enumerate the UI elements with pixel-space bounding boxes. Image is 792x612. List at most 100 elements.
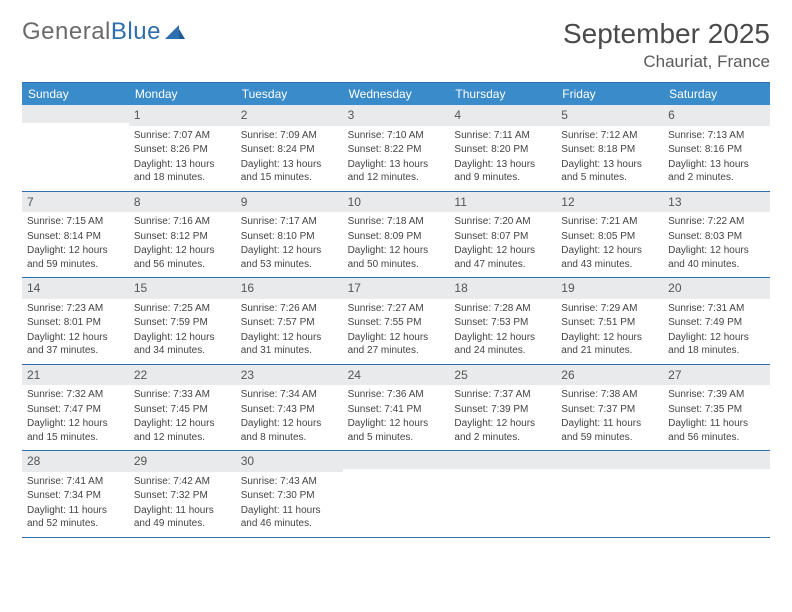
sunrise-text: Sunrise: 7:33 AM [134,388,231,402]
day-cell: 4Sunrise: 7:11 AMSunset: 8:20 PMDaylight… [449,105,556,191]
day-number: 2 [241,108,248,122]
day-number: 30 [241,454,254,468]
day-cell: 20 Sunrise: 7:31 AMSunset: 7:49 PMDayligh… [663,278,770,364]
sunrise-text: Sunrise: 7:13 AM [668,129,765,143]
day-cell: 2Sunrise: 7:09 AMSunset: 8:24 PMDaylight… [236,105,343,191]
daylight-text: Daylight: 12 hours and 21 minutes. [561,331,658,358]
sunset-text: Sunset: 7:47 PM [27,403,124,417]
day-number-row: 15 [129,278,236,299]
title-block: September 2025 Chauriat, France [563,18,770,72]
day-number: 17 [348,281,361,295]
day-number: 29 [134,454,147,468]
day-number: 3 [348,108,355,122]
day-cell [449,451,556,537]
weekday-wednesday: Wednesday [343,83,450,105]
day-number: 27 [668,368,681,382]
day-cell [343,451,450,537]
day-cell: 22Sunrise: 7:33 AMSunset: 7:45 PMDayligh… [129,365,236,451]
topbar: GeneralBlue September 2025 Chauriat, Fra… [22,18,770,72]
sunrise-text: Sunrise: 7:11 AM [454,129,551,143]
day-number-row [663,451,770,469]
day-number-row [449,451,556,469]
day-cell: 27Sunrise: 7:39 AMSunset: 7:35 PMDayligh… [663,365,770,451]
day-number-row: 18 [449,278,556,299]
daylight-text: Daylight: 12 hours and 53 minutes. [241,244,338,271]
day-cell: 17Sunrise: 7:27 AMSunset: 7:55 PMDayligh… [343,278,450,364]
sunset-text: Sunset: 8:10 PM [241,230,338,244]
sunset-text: Sunset: 7:41 PM [348,403,445,417]
weekday-sunday: Sunday [22,83,129,105]
day-cell [663,451,770,537]
brand-text: GeneralBlue [22,18,161,46]
day-number: 7 [27,195,34,209]
sunset-text: Sunset: 8:16 PM [668,143,765,157]
day-number-row: 1 [129,105,236,126]
brand-part2: Blue [111,18,161,45]
daylight-text: Daylight: 11 hours and 46 minutes. [241,504,338,531]
day-number-row: 11 [449,192,556,213]
sunrise-text: Sunrise: 7:38 AM [561,388,658,402]
day-number: 8 [134,195,141,209]
sunrise-text: Sunrise: 7:41 AM [27,475,124,489]
daylight-text: Daylight: 12 hours and 2 minutes. [454,417,551,444]
sunrise-text: Sunrise: 7:21 AM [561,215,658,229]
day-cell: 1Sunrise: 7:07 AMSunset: 8:26 PMDaylight… [129,105,236,191]
daylight-text: Daylight: 13 hours and 9 minutes. [454,158,551,185]
sunrise-text: Sunrise: 7:10 AM [348,129,445,143]
daylight-text: Daylight: 11 hours and 49 minutes. [134,504,231,531]
sunset-text: Sunset: 8:24 PM [241,143,338,157]
day-number: 18 [454,281,467,295]
day-number-row [343,451,450,469]
day-number-row: 21 [22,365,129,386]
sunset-text: Sunset: 7:49 PM [668,316,765,330]
sunset-text: Sunset: 7:57 PM [241,316,338,330]
day-number: 15 [134,281,147,295]
sunrise-text: Sunrise: 7:36 AM [348,388,445,402]
sunset-text: Sunset: 8:26 PM [134,143,231,157]
day-number: 16 [241,281,254,295]
day-number: 20 [668,281,681,295]
daylight-text: Daylight: 12 hours and 12 minutes. [134,417,231,444]
daylight-text: Daylight: 13 hours and 5 minutes. [561,158,658,185]
day-cell: 6Sunrise: 7:13 AMSunset: 8:16 PMDaylight… [663,105,770,191]
daylight-text: Daylight: 12 hours and 24 minutes. [454,331,551,358]
sunset-text: Sunset: 8:07 PM [454,230,551,244]
day-cell: 11Sunrise: 7:20 AMSunset: 8:07 PMDayligh… [449,192,556,278]
day-number-row: 19 [556,278,663,299]
day-cell [22,105,129,191]
weekday-header: Sunday Monday Tuesday Wednesday Thursday… [22,83,770,105]
sunrise-text: Sunrise: 7:31 AM [668,302,765,316]
day-number: 4 [454,108,461,122]
day-number-row: 5 [556,105,663,126]
day-cell: 8Sunrise: 7:16 AMSunset: 8:12 PMDaylight… [129,192,236,278]
sunset-text: Sunset: 7:59 PM [134,316,231,330]
day-number: 10 [348,195,361,209]
day-cell: 25Sunrise: 7:37 AMSunset: 7:39 PMDayligh… [449,365,556,451]
sunrise-text: Sunrise: 7:16 AM [134,215,231,229]
day-number-row: 25 [449,365,556,386]
day-cell: 28 Sunrise: 7:41 AMSunset: 7:34 PMDayligh… [22,451,129,537]
sunrise-text: Sunrise: 7:25 AM [134,302,231,316]
sunset-text: Sunset: 7:32 PM [134,489,231,503]
sunrise-text: Sunrise: 7:32 AM [27,388,124,402]
day-number-row: 28 [22,451,129,472]
day-number-row: 23 [236,365,343,386]
calendar-page: GeneralBlue September 2025 Chauriat, Fra… [0,0,792,556]
sunrise-text: Sunrise: 7:23 AM [27,302,124,316]
daylight-text: Daylight: 12 hours and 50 minutes. [348,244,445,271]
sunset-text: Sunset: 7:34 PM [27,489,124,503]
day-number-row: 3 [343,105,450,126]
week-row: 21Sunrise: 7:32 AMSunset: 7:47 PMDayligh… [22,365,770,452]
week-row: 7Sunrise: 7:15 AMSunset: 8:14 PMDaylight… [22,192,770,279]
day-number: 6 [668,108,675,122]
daylight-text: Daylight: 12 hours and 18 minutes. [668,331,765,358]
daylight-text: Daylight: 12 hours and 15 minutes. [27,417,124,444]
day-number-row [22,105,129,123]
day-cell: 3Sunrise: 7:10 AMSunset: 8:22 PMDaylight… [343,105,450,191]
day-number: 1 [134,108,141,122]
day-number: 26 [561,368,574,382]
sunrise-text: Sunrise: 7:26 AM [241,302,338,316]
sunrise-text: Sunrise: 7:20 AM [454,215,551,229]
daylight-text: Daylight: 11 hours and 52 minutes. [27,504,124,531]
sunset-text: Sunset: 8:14 PM [27,230,124,244]
